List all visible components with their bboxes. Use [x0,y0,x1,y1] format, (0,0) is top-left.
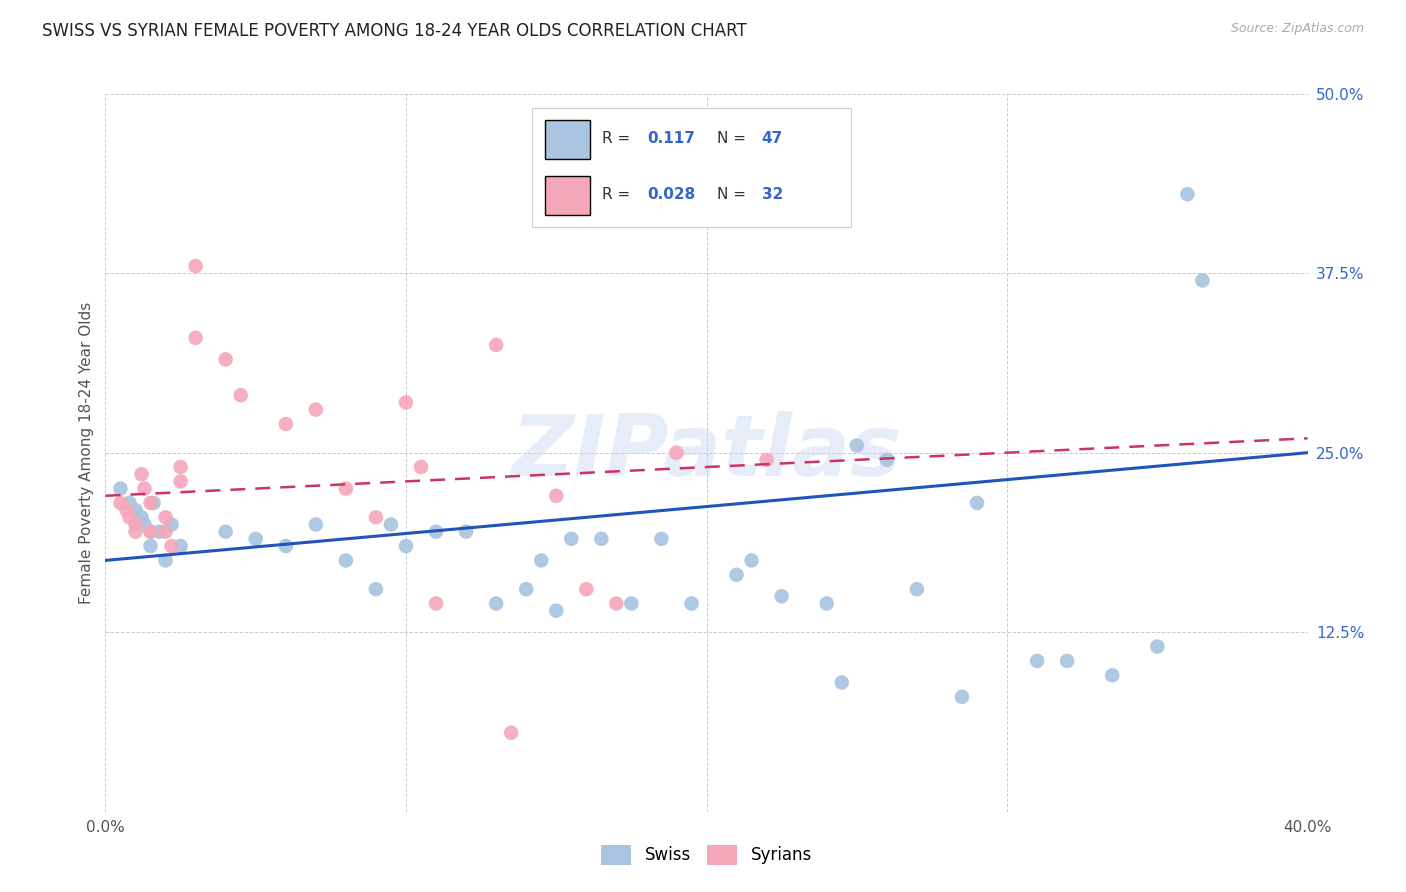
Point [139,524,162,539]
Point [741,553,763,567]
Point [160,539,183,553]
Point [815,597,838,611]
Point [591,532,613,546]
Point [214,352,236,367]
Point [364,510,387,524]
Point [515,582,537,596]
Point [214,524,236,539]
Point [966,496,988,510]
Point [184,331,207,345]
Point [454,524,477,539]
Point [725,567,748,582]
Point [118,510,141,524]
Text: ZIPatlas: ZIPatlas [512,411,901,494]
Point [831,675,853,690]
Point [501,725,523,739]
Point [115,503,138,517]
Point [160,517,183,532]
Point [485,338,508,352]
Point [169,475,191,489]
Point [148,524,170,539]
Point [155,524,177,539]
Point [364,582,387,596]
Point [118,496,141,510]
Point [184,259,207,273]
Point [1026,654,1049,668]
Point [485,597,508,611]
Point [530,553,553,567]
Point [876,453,898,467]
Point [950,690,973,704]
Point [770,590,793,604]
Point [335,482,357,496]
Point [1175,187,1198,202]
Point [169,539,191,553]
Point [650,532,672,546]
Point [905,582,928,596]
Point [110,496,132,510]
Point [380,517,402,532]
Point [425,524,447,539]
Point [139,496,162,510]
Point [155,553,177,567]
Point [274,417,297,431]
Point [305,517,328,532]
Point [546,489,568,503]
Point [131,467,153,482]
Point [395,539,418,553]
Point [560,532,582,546]
Point [139,524,162,539]
Point [620,597,643,611]
Point [755,453,778,467]
Point [1101,668,1123,682]
Point [124,524,146,539]
Point [845,438,868,452]
Point [665,445,688,460]
Point [124,503,146,517]
Point [131,510,153,524]
Text: Source: ZipAtlas.com: Source: ZipAtlas.com [1230,22,1364,36]
Point [546,604,568,618]
Point [409,460,432,475]
Point [395,395,418,409]
Point [1056,654,1078,668]
Point [575,582,598,596]
Legend: Swiss, Syrians: Swiss, Syrians [595,838,818,871]
Point [305,402,328,417]
Point [139,539,162,553]
Point [134,517,156,532]
Point [274,539,297,553]
Text: SWISS VS SYRIAN FEMALE POVERTY AMONG 18-24 YEAR OLDS CORRELATION CHART: SWISS VS SYRIAN FEMALE POVERTY AMONG 18-… [42,22,747,40]
Point [229,388,252,402]
Point [134,482,156,496]
Point [169,460,191,475]
Point [1191,273,1213,287]
Point [245,532,267,546]
Point [155,510,177,524]
Point [335,553,357,567]
Point [605,597,627,611]
Y-axis label: Female Poverty Among 18-24 Year Olds: Female Poverty Among 18-24 Year Olds [79,301,94,604]
Point [425,597,447,611]
Point [142,496,165,510]
Point [681,597,703,611]
Point [110,482,132,496]
Point [1146,640,1168,654]
Point [124,517,146,532]
